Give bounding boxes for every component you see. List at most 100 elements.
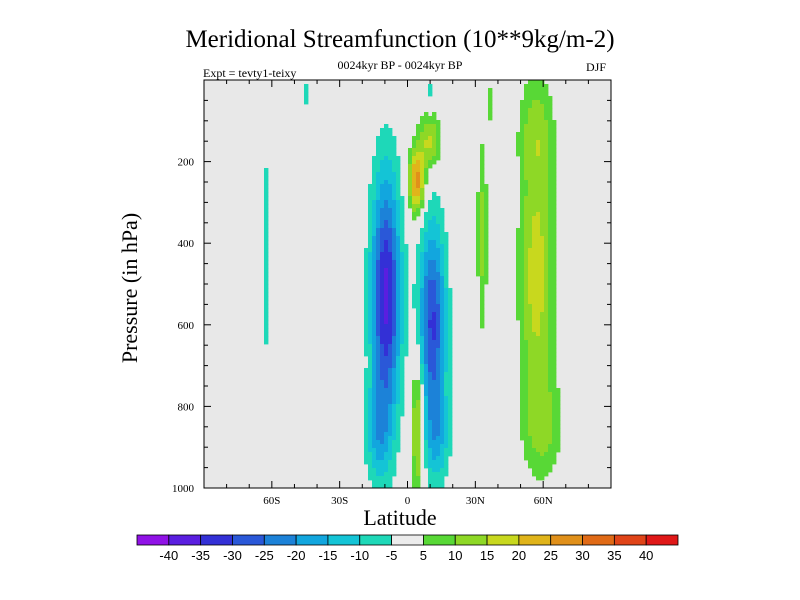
contour-cell — [540, 144, 545, 149]
contour-cell — [544, 424, 549, 429]
contour-cell — [548, 168, 553, 173]
contour-cell — [520, 316, 525, 321]
contour-cell — [368, 324, 373, 329]
contour-cell — [380, 200, 385, 205]
contour-cell — [444, 408, 449, 413]
contour-cell — [548, 208, 553, 213]
contour-cell — [436, 408, 441, 413]
contour-cell — [548, 468, 553, 473]
contour-cell — [400, 220, 405, 225]
contour-cell — [372, 220, 377, 225]
contour-cell — [380, 172, 385, 177]
contour-cell — [552, 132, 557, 137]
contour-cell — [400, 388, 405, 393]
contour-cell — [520, 260, 525, 265]
contour-cell — [548, 164, 553, 169]
contour-cell — [540, 228, 545, 233]
contour-cell — [524, 308, 529, 313]
contour-cell — [368, 416, 373, 421]
contour-cell — [552, 144, 557, 149]
contour-cell — [432, 204, 437, 209]
contour-cell — [532, 124, 537, 129]
contour-cell — [436, 228, 441, 233]
contour-cell — [536, 232, 541, 237]
contour-cell — [424, 332, 429, 337]
contour-cell — [376, 196, 381, 201]
contour-cell — [528, 176, 533, 181]
contour-cell — [540, 468, 545, 473]
contour-cell — [436, 428, 441, 433]
contour-cell — [380, 196, 385, 201]
contour-cell — [524, 180, 529, 185]
contour-cell — [364, 452, 369, 457]
contour-cell — [524, 240, 529, 245]
contour-cell — [432, 316, 437, 321]
contour-cell — [368, 432, 373, 437]
contour-cell — [436, 456, 441, 461]
contour-cell — [384, 248, 389, 253]
contour-cell — [376, 340, 381, 345]
contour-cell — [440, 248, 445, 253]
contour-cell — [544, 416, 549, 421]
contour-cell — [428, 144, 433, 149]
contour-cell — [368, 472, 373, 477]
contour-cell — [388, 316, 393, 321]
contour-cell — [396, 408, 401, 413]
contour-cell — [372, 368, 377, 373]
contour-cell — [548, 400, 553, 405]
contour-cell — [444, 316, 449, 321]
contour-cell — [440, 300, 445, 305]
contour-cell — [372, 256, 377, 261]
contour-cell — [376, 228, 381, 233]
contour-cell — [400, 260, 405, 265]
contour-cell — [376, 352, 381, 357]
contour-cell — [532, 384, 537, 389]
contour-cell — [540, 204, 545, 209]
contour-cell — [400, 312, 405, 317]
contour-cell — [412, 168, 417, 173]
contour-cell — [548, 332, 553, 337]
contour-cell — [448, 344, 453, 349]
contour-cell — [388, 484, 393, 488]
contour-cell — [416, 132, 421, 137]
contour-cell — [520, 304, 525, 309]
contour-cell — [536, 200, 541, 205]
contour-cell — [480, 272, 485, 277]
contour-cell — [416, 296, 421, 301]
contour-cell — [264, 208, 269, 213]
contour-cell — [424, 216, 429, 221]
contour-cell — [392, 260, 397, 265]
contour-cell — [384, 124, 389, 129]
contour-cell — [548, 464, 553, 469]
contour-cell — [536, 408, 541, 413]
contour-cell — [376, 316, 381, 321]
contour-cell — [428, 480, 433, 485]
contour-cell — [516, 232, 521, 237]
contour-cell — [552, 256, 557, 261]
contour-cell — [400, 360, 405, 365]
contour-cell — [368, 268, 373, 273]
contour-cell — [552, 412, 557, 417]
contour-cell — [432, 388, 437, 393]
contour-cell — [384, 180, 389, 185]
contour-cell — [424, 148, 429, 153]
contour-cell — [364, 396, 369, 401]
contour-cell — [516, 264, 521, 269]
contour-cell — [428, 416, 433, 421]
contour-cell — [428, 356, 433, 361]
contour-cell — [376, 392, 381, 397]
contour-cell — [424, 164, 429, 169]
colorbar-swatch — [136, 534, 170, 546]
contour-cell — [444, 328, 449, 333]
contour-cell — [424, 440, 429, 445]
contour-cell — [376, 448, 381, 453]
contour-cell — [436, 240, 441, 245]
contour-cell — [376, 320, 381, 325]
contour-cell — [424, 328, 429, 333]
contour-cell — [380, 404, 385, 409]
contour-cell — [392, 436, 397, 441]
contour-cell — [532, 156, 537, 161]
contour-cell — [428, 456, 433, 461]
contour-cell — [528, 132, 533, 137]
contour-cell — [524, 380, 529, 385]
